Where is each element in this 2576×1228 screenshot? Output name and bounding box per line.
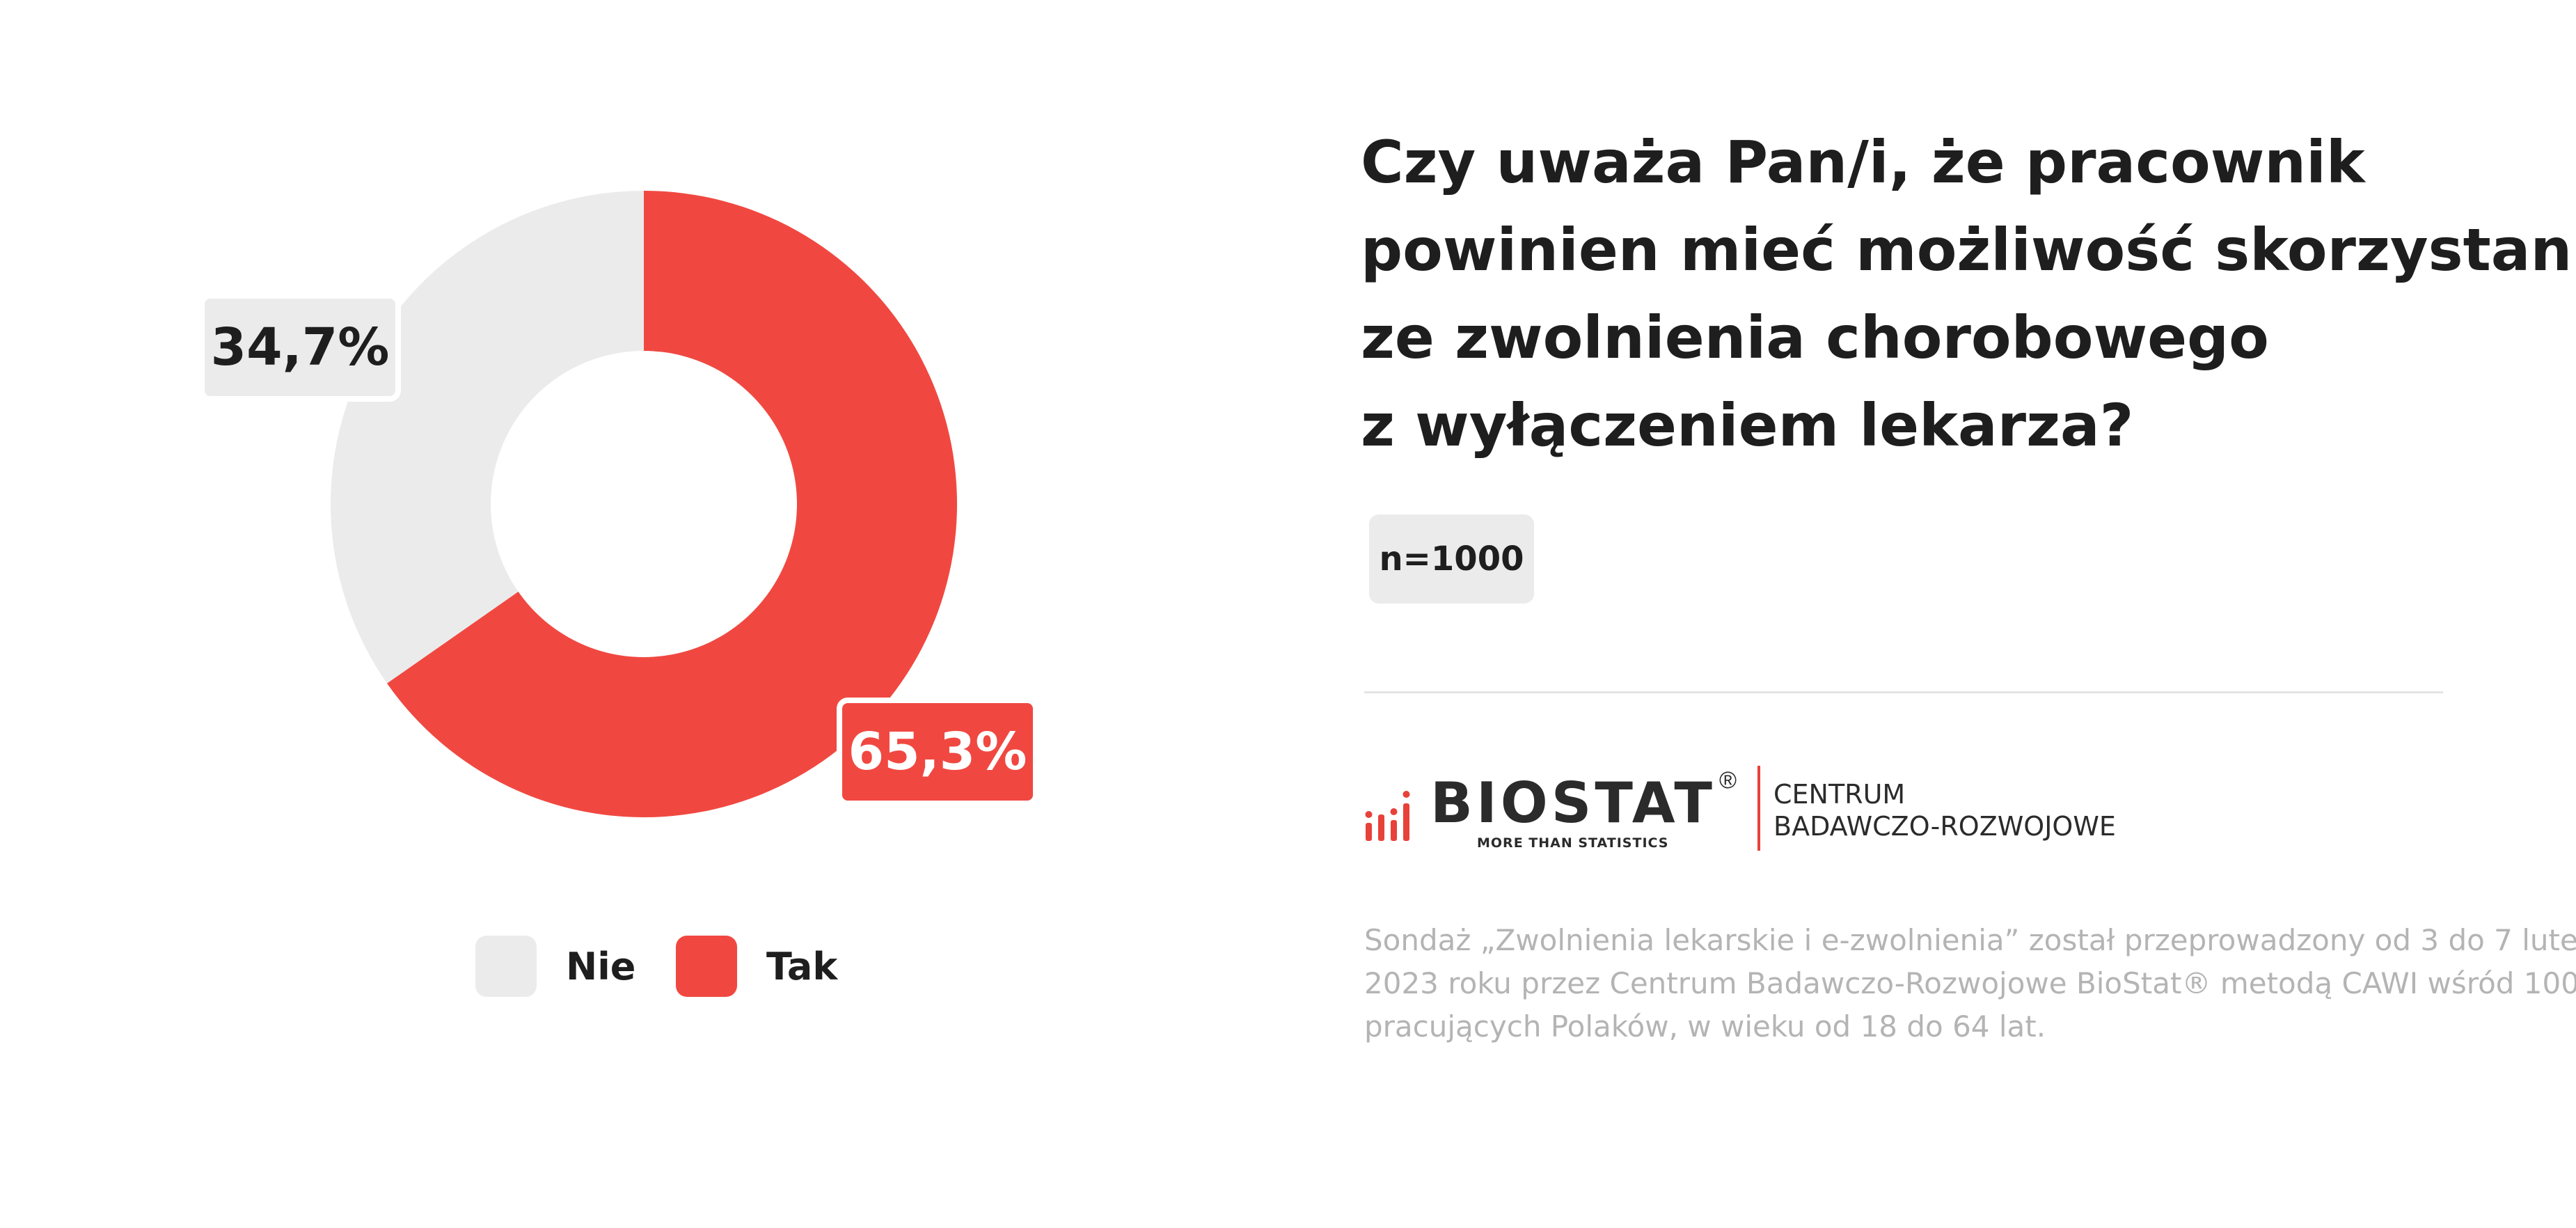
question-line-2: powinien mieć możliwość skorzystania [1361, 216, 2576, 284]
logo-tagline: MORE THAN STATISTICS [1477, 835, 1669, 851]
footnote-line-2: 2023 roku przez Centrum Badawczo-Rozwojo… [1364, 966, 2576, 1000]
methodology-footnote: Sondaż „Zwolnienia lekarskie i e-zwolnie… [1364, 919, 2576, 1048]
logo-divider [1757, 766, 1760, 851]
question-title: Czy uważa Pan/i, że pracownik powinien m… [1361, 118, 2576, 469]
legend-swatch-nie [475, 936, 537, 997]
slice-nie [331, 191, 644, 684]
biostat-logo: BIOSTAT ® MORE THAN STATISTICS CENTRUM B… [1364, 766, 2144, 856]
data-label-tak: 65,3% [837, 698, 1038, 806]
legend-item-tak: Tak [676, 936, 837, 997]
question-line-1: Czy uważa Pan/i, że pracownik [1361, 128, 2365, 196]
sample-size-badge: n=1000 [1369, 514, 1534, 604]
legend-swatch-tak [676, 936, 737, 997]
footnote-line-3: pracujących Polaków, w wieku od 18 do 64… [1364, 1009, 2046, 1044]
donut-chart [331, 191, 958, 817]
registered-mark: ® [1719, 767, 1737, 794]
biostat-wordmark: BIOSTAT [1430, 771, 1716, 835]
unit-name-line-1: CENTRUM [1773, 779, 1906, 810]
question-line-4: z wyłączeniem lekarza? [1361, 391, 2134, 459]
legend-label-tak: Tak [766, 944, 838, 989]
unit-name-line-2: BADAWCZO-ROZWOJOWE [1773, 811, 2116, 842]
question-line-3: ze zwolnienia chorobowego [1361, 304, 2269, 372]
legend-label-nie: Nie [566, 944, 636, 989]
legend-item-nie: Nie [475, 936, 635, 997]
footnote-line-1: Sondaż „Zwolnienia lekarskie i e-zwolnie… [1364, 923, 2576, 957]
divider [1364, 691, 2443, 693]
slice-tak [387, 191, 958, 817]
data-label-nie: 34,7% [199, 293, 401, 402]
bar-chart-icon [1365, 791, 1410, 841]
